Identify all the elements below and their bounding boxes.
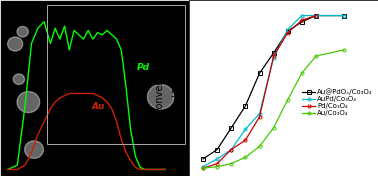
Au@PdOₓ/Co₃O₄ xyxy=(229,127,234,129)
Circle shape xyxy=(17,26,28,37)
Circle shape xyxy=(17,92,40,113)
Au/Co₃O₄ xyxy=(271,127,276,129)
Pd/Co₃O₄ xyxy=(300,19,304,21)
Pd/Co₃O₄ xyxy=(229,149,234,151)
Pd/Co₃O₄ xyxy=(271,55,276,57)
Au/Co₃O₄ xyxy=(215,166,220,168)
AuPd/Co₃O₄ xyxy=(243,128,248,130)
AuPd/Co₃O₄ xyxy=(300,14,304,17)
Text: Pd: Pd xyxy=(137,62,150,71)
Text: Au: Au xyxy=(91,102,105,111)
AuPd/Co₃O₄ xyxy=(201,166,205,168)
Au/Co₃O₄ xyxy=(243,156,248,158)
Au@PdOₓ/Co₃O₄ xyxy=(201,158,205,160)
AuPd/Co₃O₄ xyxy=(314,14,318,17)
Legend: Au@PdOₓ/Co₃O₄, AuPd/Co₃O₄, Pd/Co₃O₄, Au/Co₃O₄: Au@PdOₓ/Co₃O₄, AuPd/Co₃O₄, Pd/Co₃O₄, Au/… xyxy=(300,86,375,118)
Pd/Co₃O₄ xyxy=(285,32,290,34)
Au/Co₃O₄ xyxy=(229,162,234,165)
Au@PdOₓ/Co₃O₄ xyxy=(215,149,220,151)
Au@PdOₓ/Co₃O₄ xyxy=(314,14,318,17)
AuPd/Co₃O₄ xyxy=(271,56,276,59)
AuPd/Co₃O₄ xyxy=(257,113,262,115)
Pd/Co₃O₄ xyxy=(215,162,220,165)
Au/Co₃O₄ xyxy=(300,72,304,74)
Au/Co₃O₄ xyxy=(342,49,346,51)
Circle shape xyxy=(8,37,23,51)
Line: AuPd/Co₃O₄: AuPd/Co₃O₄ xyxy=(201,14,345,168)
Au@PdOₓ/Co₃O₄ xyxy=(342,14,346,17)
Au@PdOₓ/Co₃O₄ xyxy=(257,72,262,74)
Y-axis label: CH₄ conversion (%): CH₄ conversion (%) xyxy=(154,41,164,135)
Au/Co₃O₄ xyxy=(285,99,290,101)
AuPd/Co₃O₄ xyxy=(342,14,346,17)
Line: Pd/Co₃O₄: Pd/Co₃O₄ xyxy=(201,14,318,170)
AuPd/Co₃O₄ xyxy=(215,158,220,160)
Bar xyxy=(47,5,185,144)
AuPd/Co₃O₄ xyxy=(229,149,234,151)
Pd/Co₃O₄ xyxy=(314,14,318,17)
Au/Co₃O₄ xyxy=(257,145,262,147)
Line: Au@PdOₓ/Co₃O₄: Au@PdOₓ/Co₃O₄ xyxy=(201,14,345,160)
Line: Au/Co₃O₄: Au/Co₃O₄ xyxy=(201,48,345,170)
Pd/Co₃O₄ xyxy=(257,116,262,118)
Au/Co₃O₄ xyxy=(201,167,205,169)
Circle shape xyxy=(147,84,174,109)
AuPd/Co₃O₄ xyxy=(285,29,290,31)
Au@PdOₓ/Co₃O₄ xyxy=(285,30,290,32)
Au@PdOₓ/Co₃O₄ xyxy=(243,105,248,107)
Au/Co₃O₄ xyxy=(314,55,318,57)
Circle shape xyxy=(25,141,43,158)
Pd/Co₃O₄ xyxy=(243,139,248,141)
Au@PdOₓ/Co₃O₄ xyxy=(300,21,304,23)
Circle shape xyxy=(13,74,25,84)
Au@PdOₓ/Co₃O₄ xyxy=(271,52,276,54)
Pd/Co₃O₄ xyxy=(201,167,205,169)
